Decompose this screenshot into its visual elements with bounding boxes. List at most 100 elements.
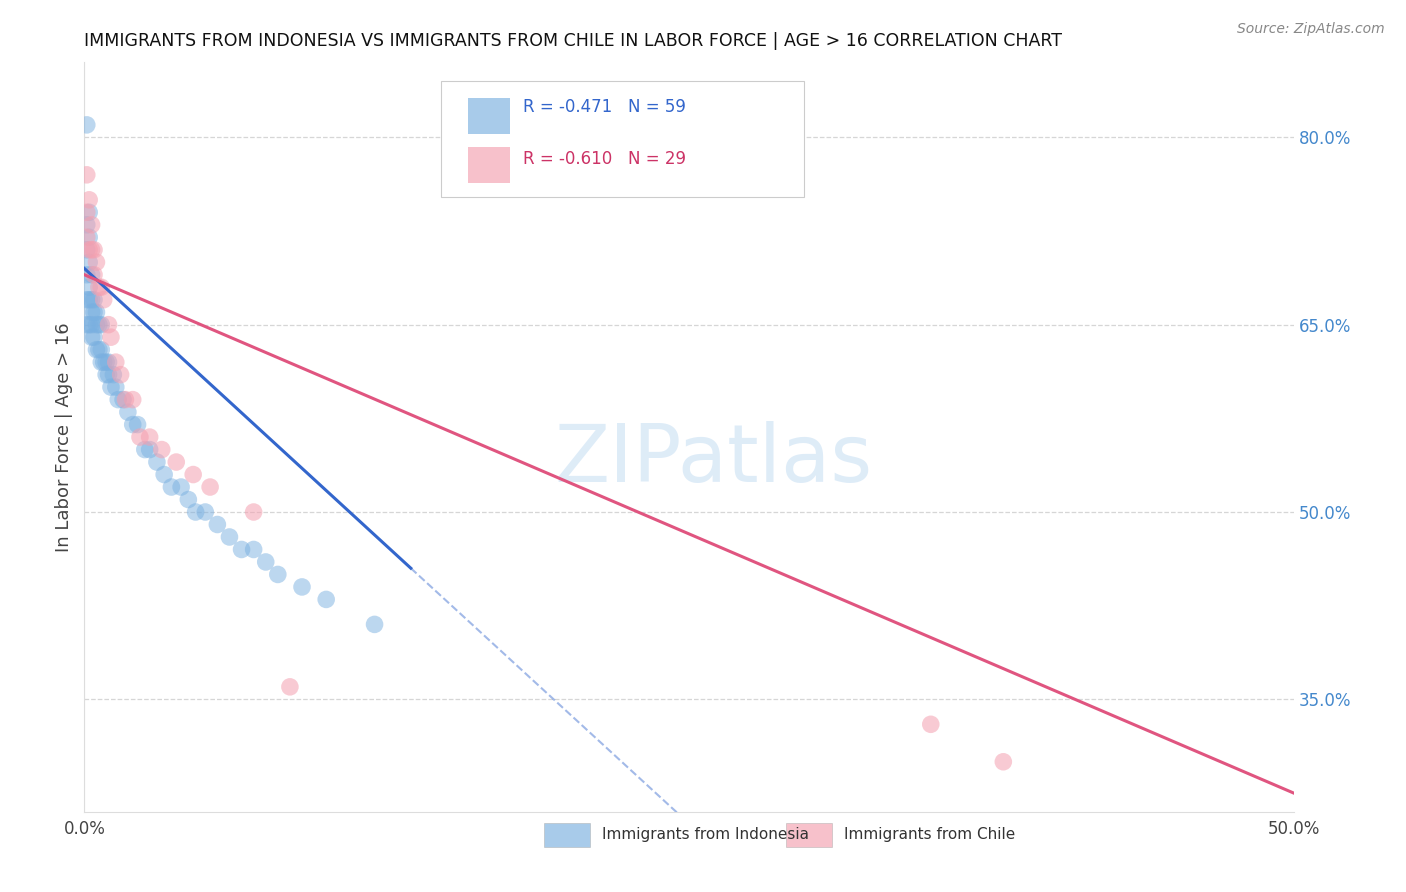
Point [121,417,143,432]
Point [134,442,156,457]
Point [153,467,176,482]
Point [97,318,120,332]
Point [90,343,112,357]
Point [86,255,108,269]
Point [160,480,183,494]
Point [117,405,139,419]
Point [77,318,100,332]
Text: R = -0.471   N = 59: R = -0.471 N = 59 [523,98,686,116]
Point [218,530,240,544]
Point [83,330,105,344]
Point [127,417,149,432]
Point [76,243,98,257]
Point [80,293,103,307]
Point [76,205,98,219]
Point [104,355,127,369]
Point [291,580,314,594]
Point [77,255,100,269]
Point [80,268,103,282]
Point [146,455,169,469]
Point [93,293,115,307]
Point [77,193,100,207]
Point [993,755,1015,769]
Point [87,280,110,294]
Point [100,330,122,344]
Point [76,168,98,182]
Point [76,218,98,232]
Point [87,318,110,332]
Point [184,505,207,519]
Point [104,380,127,394]
Point [100,380,122,394]
Point [80,243,103,257]
Point [83,243,105,257]
Point [170,480,193,494]
Text: Immigrants from Chile: Immigrants from Chile [844,828,1015,842]
Point [267,567,290,582]
Point [242,505,264,519]
Point [103,368,125,382]
Point [76,118,98,132]
Point [363,617,385,632]
Point [80,218,103,232]
Point [112,392,135,407]
Point [138,442,160,457]
Point [90,318,112,332]
Point [177,492,200,507]
Point [83,293,105,307]
Point [86,343,108,357]
Point [77,243,100,257]
Point [83,268,105,282]
Point [83,305,105,319]
Point [76,318,98,332]
Point [94,355,117,369]
Point [254,555,277,569]
Point [90,355,112,369]
Point [77,205,100,219]
Point [165,455,187,469]
Point [181,467,204,482]
Bar [544,823,589,847]
Text: Source: ZipAtlas.com: Source: ZipAtlas.com [1237,22,1385,37]
Point [129,430,152,444]
Point [76,268,98,282]
Bar [786,823,831,847]
Text: IMMIGRANTS FROM INDONESIA VS IMMIGRANTS FROM CHILE IN LABOR FORCE | AGE > 16 COR: IMMIGRANTS FROM INDONESIA VS IMMIGRANTS … [84,32,1063,50]
Point [97,355,120,369]
Point [278,680,301,694]
Point [87,343,110,357]
Point [150,442,173,457]
Point [231,542,253,557]
FancyBboxPatch shape [441,81,804,197]
Point [121,392,143,407]
Point [93,355,115,369]
Point [77,280,100,294]
Text: ZIPatlas: ZIPatlas [554,420,872,499]
Text: R = -0.610   N = 29: R = -0.610 N = 29 [523,151,686,169]
Point [77,293,100,307]
Point [76,293,98,307]
Bar [468,98,510,134]
Point [86,318,108,332]
Point [110,368,132,382]
Point [94,368,117,382]
Point [114,392,136,407]
Point [80,318,103,332]
Point [242,542,264,557]
Point [107,392,129,407]
Text: Immigrants from Indonesia: Immigrants from Indonesia [602,828,808,842]
Point [80,305,103,319]
Point [90,280,112,294]
Point [97,368,120,382]
Point [76,230,98,244]
Point [77,230,100,244]
Point [315,592,337,607]
Point [194,505,217,519]
Bar [468,147,510,183]
Point [138,430,160,444]
Y-axis label: In Labor Force | Age > 16: In Labor Force | Age > 16 [55,322,73,552]
Point [207,517,229,532]
Point [198,480,221,494]
Point [80,330,103,344]
Point [920,717,942,731]
